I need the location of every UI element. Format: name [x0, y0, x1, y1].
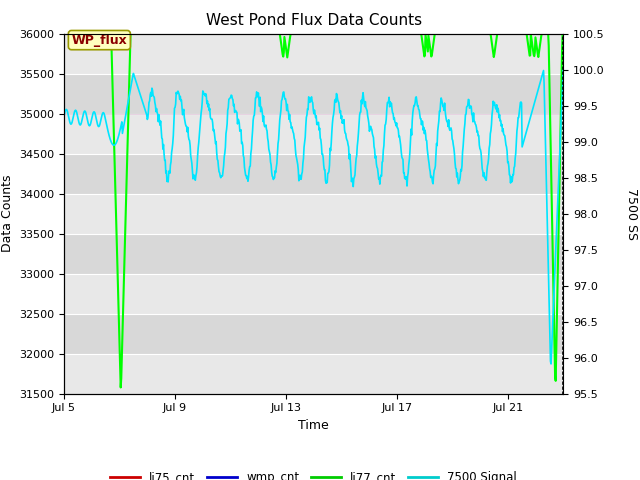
- Bar: [64, 114, 563, 154]
- Bar: [64, 354, 563, 394]
- Title: West Pond Flux Data Counts: West Pond Flux Data Counts: [205, 13, 422, 28]
- Bar: [64, 34, 563, 73]
- Bar: [64, 193, 563, 234]
- Bar: [64, 274, 563, 313]
- Y-axis label: Data Counts: Data Counts: [1, 175, 13, 252]
- X-axis label: Time: Time: [298, 419, 329, 432]
- Legend: li75_cnt, wmp_cnt, li77_cnt, 7500 Signal: li75_cnt, wmp_cnt, li77_cnt, 7500 Signal: [106, 466, 522, 480]
- Bar: [64, 154, 563, 193]
- Bar: [64, 234, 563, 274]
- Y-axis label: 7500 SS: 7500 SS: [625, 188, 638, 240]
- Bar: [64, 73, 563, 114]
- Bar: [64, 313, 563, 354]
- Text: WP_flux: WP_flux: [72, 34, 127, 47]
